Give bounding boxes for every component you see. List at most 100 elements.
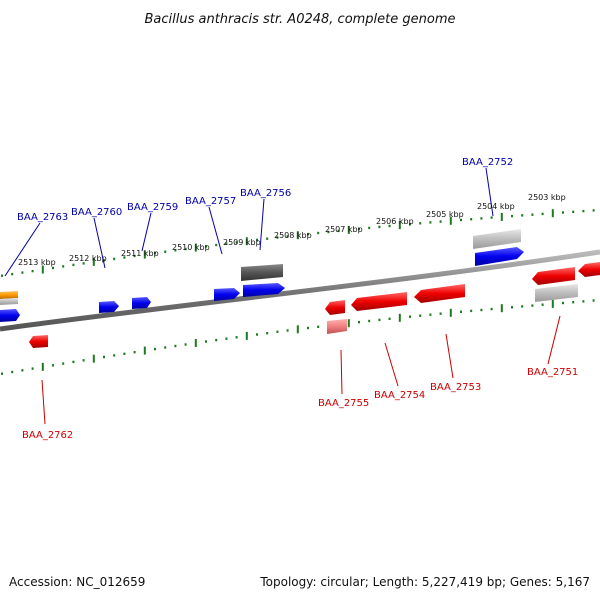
ruler-major-tick [347,225,350,234]
gene-feature-red[interactable] [578,262,600,277]
gene-feature-red[interactable] [532,267,575,285]
ruler-major-tick [500,212,503,221]
ruler-minor-tick [1,372,3,375]
gene-label-forward[interactable]: BAA_2763 [17,212,68,223]
leader-line-forward [141,212,152,252]
gene-feature-lightgray[interactable] [473,229,521,249]
ruler-minor-tick [409,315,411,318]
ruler-reverse [1,299,595,375]
ruler-major-tick [194,339,197,347]
gene-labels: BAA_2763 BAA_2760 BAA_2759 BAA_2757 BAA_… [17,157,578,441]
gene-feature-blue[interactable] [0,309,20,322]
ruler-minor-tick [21,271,24,274]
tick-label: 2511 kbp [121,249,159,258]
ruler-minor-tick [490,307,493,311]
ruler-minor-tick [511,306,513,309]
tick-label: 2512 kbp [69,254,107,263]
ruler-minor-tick [62,362,65,365]
gene-feature-blue[interactable] [214,288,240,301]
ruler-minor-tick [562,211,564,214]
ruler-minor-tick [531,213,534,216]
gene-feature-blue[interactable] [99,301,119,313]
leader-line-forward [485,167,494,217]
ruler-major-tick [92,354,95,363]
ruler-minor-tick [480,217,483,220]
ruler-minor-tick [531,304,534,307]
ruler-minor-tick [388,317,391,320]
gene-feature-red[interactable] [325,300,345,315]
tick-label: 2505 kbp [426,210,464,219]
tick-label: 2509 kbp [223,238,261,247]
ruler-minor-tick [490,216,493,219]
ruler-minor-tick [327,230,330,234]
gene-feature-blue[interactable] [132,297,151,309]
ruler-minor-tick [266,332,269,335]
ruler-major-tick [449,308,452,317]
gene-feature-blue[interactable] [243,283,285,297]
ruler-minor-tick [429,221,432,224]
ruler-major-tick [143,250,146,259]
gene-feature-pink[interactable] [327,319,347,334]
ruler-minor-tick [103,259,105,262]
ruler-minor-tick [562,301,564,305]
ruler-minor-tick [266,237,269,240]
gene-feature-red[interactable] [29,335,48,348]
accession-text: Accession: NC_012659 [9,575,145,589]
ruler-minor-tick [378,318,381,322]
ruler-major-tick [551,209,554,218]
ruler-minor-tick [592,209,595,212]
ruler-minor-tick [276,236,279,239]
ruler-major-tick [92,257,95,266]
gene-label-reverse[interactable]: BAA_2753 [430,382,481,393]
gene-feature-blue[interactable] [475,247,524,266]
ruler-minor-tick [205,245,207,248]
gene-label-reverse[interactable]: BAA_2751 [527,367,578,378]
gene-feature-red[interactable] [351,292,407,311]
gene-label-reverse[interactable]: BAA_2755 [318,398,369,409]
ruler-minor-tick [317,231,320,235]
tick-label: 2503 kbp [528,193,566,202]
ruler-minor-tick [154,251,156,255]
ruler-tick-labels: 2513 kbp 2512 kbp 2511 kbp 2510 kbp 2509… [18,193,566,267]
ruler-minor-tick [368,319,371,323]
ruler-minor-tick [378,225,381,229]
ruler-minor-tick [82,359,85,362]
ruler-major-tick [143,346,146,355]
ruler-minor-tick [133,254,136,258]
gene-feature-red[interactable] [414,284,465,303]
ruler-minor-tick [113,257,116,261]
gene-feature-darkgray[interactable] [241,264,283,281]
ruler-minor-tick [317,325,320,328]
gene-label-forward[interactable]: BAA_2759 [127,202,178,213]
gene-feature-lightgray[interactable] [0,298,18,305]
ruler-minor-tick [164,250,167,253]
ruler-minor-tick [256,333,258,336]
ruler-minor-tick [52,364,54,367]
gene-features [0,229,600,348]
tick-label: 2508 kbp [274,231,312,240]
ruler-minor-tick [82,262,85,265]
gene-label-reverse[interactable]: BAA_2762 [22,430,73,441]
gene-label-forward[interactable]: BAA_2752 [462,157,513,168]
ruler-major-tick [245,331,248,340]
gene-label-reverse[interactable]: BAA_2754 [374,390,425,401]
gene-feature-lightgray[interactable] [535,284,578,302]
ruler-minor-tick [205,340,207,343]
gene-label-forward[interactable]: BAA_2757 [185,196,236,207]
ruler-minor-tick [164,346,167,349]
ruler-minor-tick [419,314,422,317]
gene-label-forward[interactable]: BAA_2760 [71,207,122,218]
ruler-minor-tick [123,352,126,355]
gene-feature-orange[interactable] [0,291,18,299]
ruler-minor-tick [11,272,14,276]
ruler-minor-tick [337,229,340,233]
ruler-minor-tick [388,224,391,228]
ruler-minor-tick [184,247,187,251]
topology-text: Topology: circular; Length: 5,227,419 bp… [259,575,590,589]
leader-line-reverse [41,379,46,425]
leader-line-forward [93,217,106,269]
gene-label-forward[interactable]: BAA_2756 [240,188,291,199]
ruler-minor-tick [419,222,422,225]
ruler-minor-tick [123,256,126,259]
